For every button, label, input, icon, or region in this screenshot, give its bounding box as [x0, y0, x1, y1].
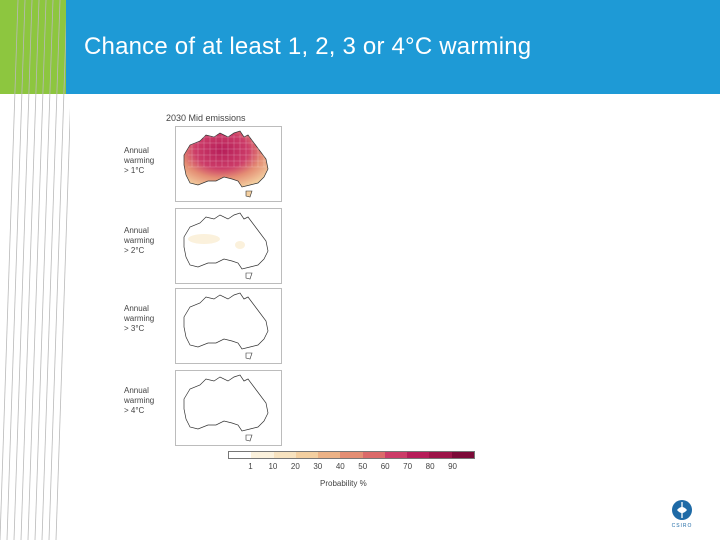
legend-swatch-5	[340, 452, 363, 458]
australia-map-1	[183, 130, 269, 198]
australia-map-2	[183, 212, 269, 280]
legend-swatch-1	[251, 452, 274, 458]
title-bar: Chance of at least 1, 2, 3 or 4°C warmin…	[66, 0, 720, 94]
slide-title: Chance of at least 1, 2, 3 or 4°C warmin…	[84, 33, 532, 60]
legend-ticks: 1 10 20 30 40 50 60 70 80 90	[228, 462, 475, 472]
csiro-logo-icon	[672, 500, 692, 520]
panel-label-4: Annual warming > 4°C	[124, 386, 155, 415]
legend-tick-20: 20	[290, 462, 300, 471]
map-panel-2	[175, 208, 282, 284]
decorative-stripes	[0, 0, 70, 540]
legend-tick-90: 90	[448, 462, 457, 471]
map-panel-4	[175, 370, 282, 446]
legend-tick-40: 40	[335, 462, 345, 471]
legend-tick-1: 1	[248, 462, 253, 471]
logo-text: CSIRO	[671, 523, 693, 529]
panel-label-2: Annual warming > 2°C	[124, 226, 155, 255]
probability-maps-figure: 2030 Mid emissions Annual warming > 1°C …	[118, 110, 488, 490]
legend-swatch-2	[273, 452, 296, 458]
csiro-logo: CSIRO	[667, 498, 697, 532]
legend-tick-50: 50	[358, 462, 368, 471]
legend-swatch-7	[384, 452, 408, 458]
legend-tick-70: 70	[403, 462, 413, 471]
legend-swatch-10	[451, 452, 474, 458]
map-panel-1	[175, 126, 282, 202]
legend-title: Probability %	[320, 479, 367, 488]
legend-swatch-4	[318, 452, 341, 458]
legend-swatch-0	[229, 452, 252, 458]
legend-swatch-6	[362, 452, 385, 458]
australia-map-3	[183, 292, 269, 360]
panel-label-3: Annual warming > 3°C	[124, 304, 155, 333]
figure-title: 2030 Mid emissions	[166, 113, 246, 123]
legend-color-bar	[228, 451, 475, 459]
legend-tick-10: 10	[268, 462, 278, 471]
probability-legend: 1 10 20 30 40 50 60 70 80 90 Probability %	[228, 449, 478, 494]
legend-tick-30: 30	[313, 462, 323, 471]
legend-swatch-3	[295, 452, 319, 458]
legend-tick-60: 60	[380, 462, 390, 471]
australia-map-4	[183, 374, 269, 442]
map-panel-3	[175, 288, 282, 364]
panel-label-1: Annual warming > 1°C	[124, 146, 155, 175]
legend-swatch-9	[429, 452, 452, 458]
legend-tick-80: 80	[425, 462, 435, 471]
legend-swatch-8	[407, 452, 430, 458]
